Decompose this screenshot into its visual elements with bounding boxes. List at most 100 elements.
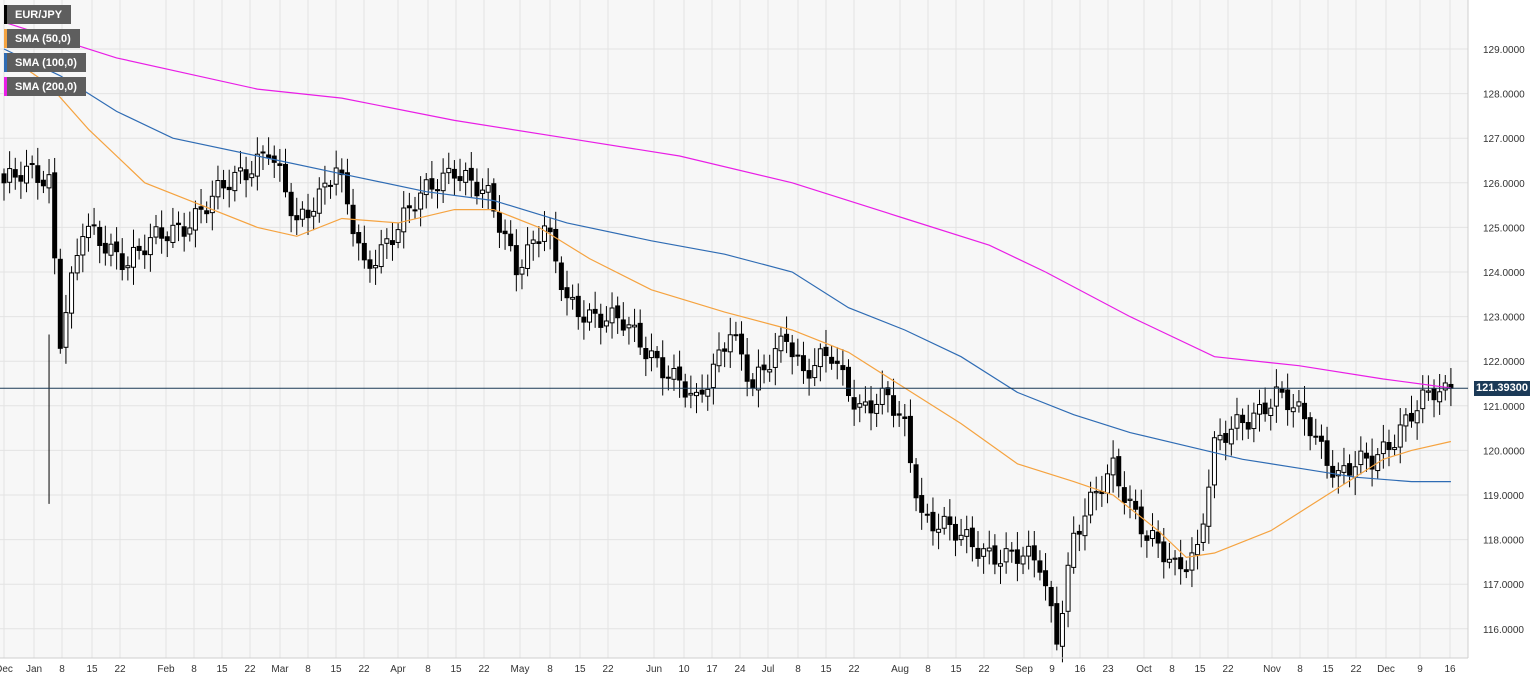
candle [1116, 448, 1122, 498]
candle [1420, 375, 1426, 424]
candle [868, 386, 874, 431]
candle [446, 152, 452, 185]
candle [834, 347, 840, 380]
candle-body [1155, 531, 1161, 544]
candle [57, 248, 63, 354]
candle-body [519, 266, 525, 275]
candle-body [451, 168, 457, 179]
candle-body [1116, 456, 1122, 487]
candle-body [1302, 402, 1308, 420]
candle-body [1104, 473, 1110, 494]
candle-body [243, 169, 249, 181]
candle-body [677, 366, 683, 381]
candle [519, 259, 525, 290]
candle-body [800, 355, 806, 372]
candle [1014, 532, 1020, 582]
candle [947, 499, 953, 541]
candle-body [907, 415, 913, 464]
candle [232, 165, 238, 202]
candle [1358, 436, 1364, 475]
legend-item-sma-50[interactable]: SMA (50,0) [4, 29, 80, 48]
candle [1138, 489, 1144, 548]
candle [1088, 481, 1094, 524]
candle [367, 250, 373, 283]
candle-body [18, 175, 24, 182]
candle [772, 332, 778, 386]
candle-body [80, 236, 86, 256]
candle-body [1431, 388, 1437, 401]
candle [1031, 530, 1037, 578]
candle [102, 225, 108, 266]
candle [1347, 454, 1353, 488]
candle-body [97, 226, 103, 246]
sma-100-line [3, 48, 1451, 483]
candle-body [1369, 455, 1375, 470]
candle-body [1065, 564, 1071, 612]
candle-body [716, 349, 722, 367]
candle-body [834, 360, 840, 364]
candle-body [74, 255, 80, 274]
candle-body [750, 379, 756, 389]
candle [615, 296, 621, 334]
candle-body [1076, 530, 1082, 535]
y-tick-label: 126.0000 [1483, 179, 1525, 190]
candle-body [1318, 435, 1324, 442]
candle-body [513, 245, 519, 276]
x-tick-label: 8 [191, 664, 197, 675]
candle [1279, 381, 1285, 399]
candle-body [496, 211, 502, 233]
candle-body [851, 397, 857, 410]
candle-body [373, 265, 379, 269]
candle [609, 292, 615, 339]
x-tick-label: Nov [1263, 664, 1281, 675]
legend-item-sma-100[interactable]: SMA (100,0) [4, 53, 86, 72]
candle-body [142, 250, 148, 256]
candle [1268, 398, 1274, 431]
candle-body [1043, 570, 1049, 587]
candle [1409, 395, 1414, 428]
legend-item-sma-200[interactable]: SMA (200,0) [4, 77, 86, 96]
legend-item-eurjpy[interactable]: EUR/JPY [4, 5, 72, 24]
candle [1127, 485, 1133, 519]
candle-body [1020, 555, 1026, 565]
candle [592, 291, 598, 328]
candle-body [176, 222, 182, 226]
candle-body [632, 324, 638, 328]
candle [1110, 440, 1116, 493]
candle-body [778, 335, 784, 352]
x-tick-label: 8 [425, 664, 431, 675]
x-tick-label: 16 [1444, 664, 1456, 675]
candle [857, 394, 863, 423]
candle [677, 350, 683, 398]
candle [874, 393, 880, 427]
y-tick-label: 125.0000 [1483, 223, 1525, 234]
candle-body [1183, 569, 1189, 573]
candle-body [958, 534, 964, 541]
candle [1330, 450, 1336, 488]
candle [722, 342, 728, 368]
x-tick-label: 15 [86, 664, 98, 675]
candle-body [722, 348, 728, 352]
candle-body [198, 206, 204, 210]
candle [204, 201, 210, 224]
y-tick-label: 127.0000 [1483, 134, 1525, 145]
candle [525, 227, 531, 277]
candle-body [136, 245, 142, 251]
candle [1195, 529, 1201, 570]
y-tick-label: 123.0000 [1483, 313, 1525, 324]
candle-body [440, 172, 446, 192]
candle [671, 354, 677, 391]
candle [159, 210, 165, 254]
x-tick-label: 15 [330, 664, 342, 675]
candle-body [1290, 407, 1296, 413]
candle-body [1403, 414, 1409, 427]
candle [130, 229, 136, 285]
candle [164, 231, 170, 258]
candle-body [204, 210, 210, 215]
legend-swatch-sma-200 [4, 77, 7, 96]
candle [1223, 420, 1229, 461]
candle-body [130, 246, 136, 268]
candle [1065, 552, 1071, 628]
